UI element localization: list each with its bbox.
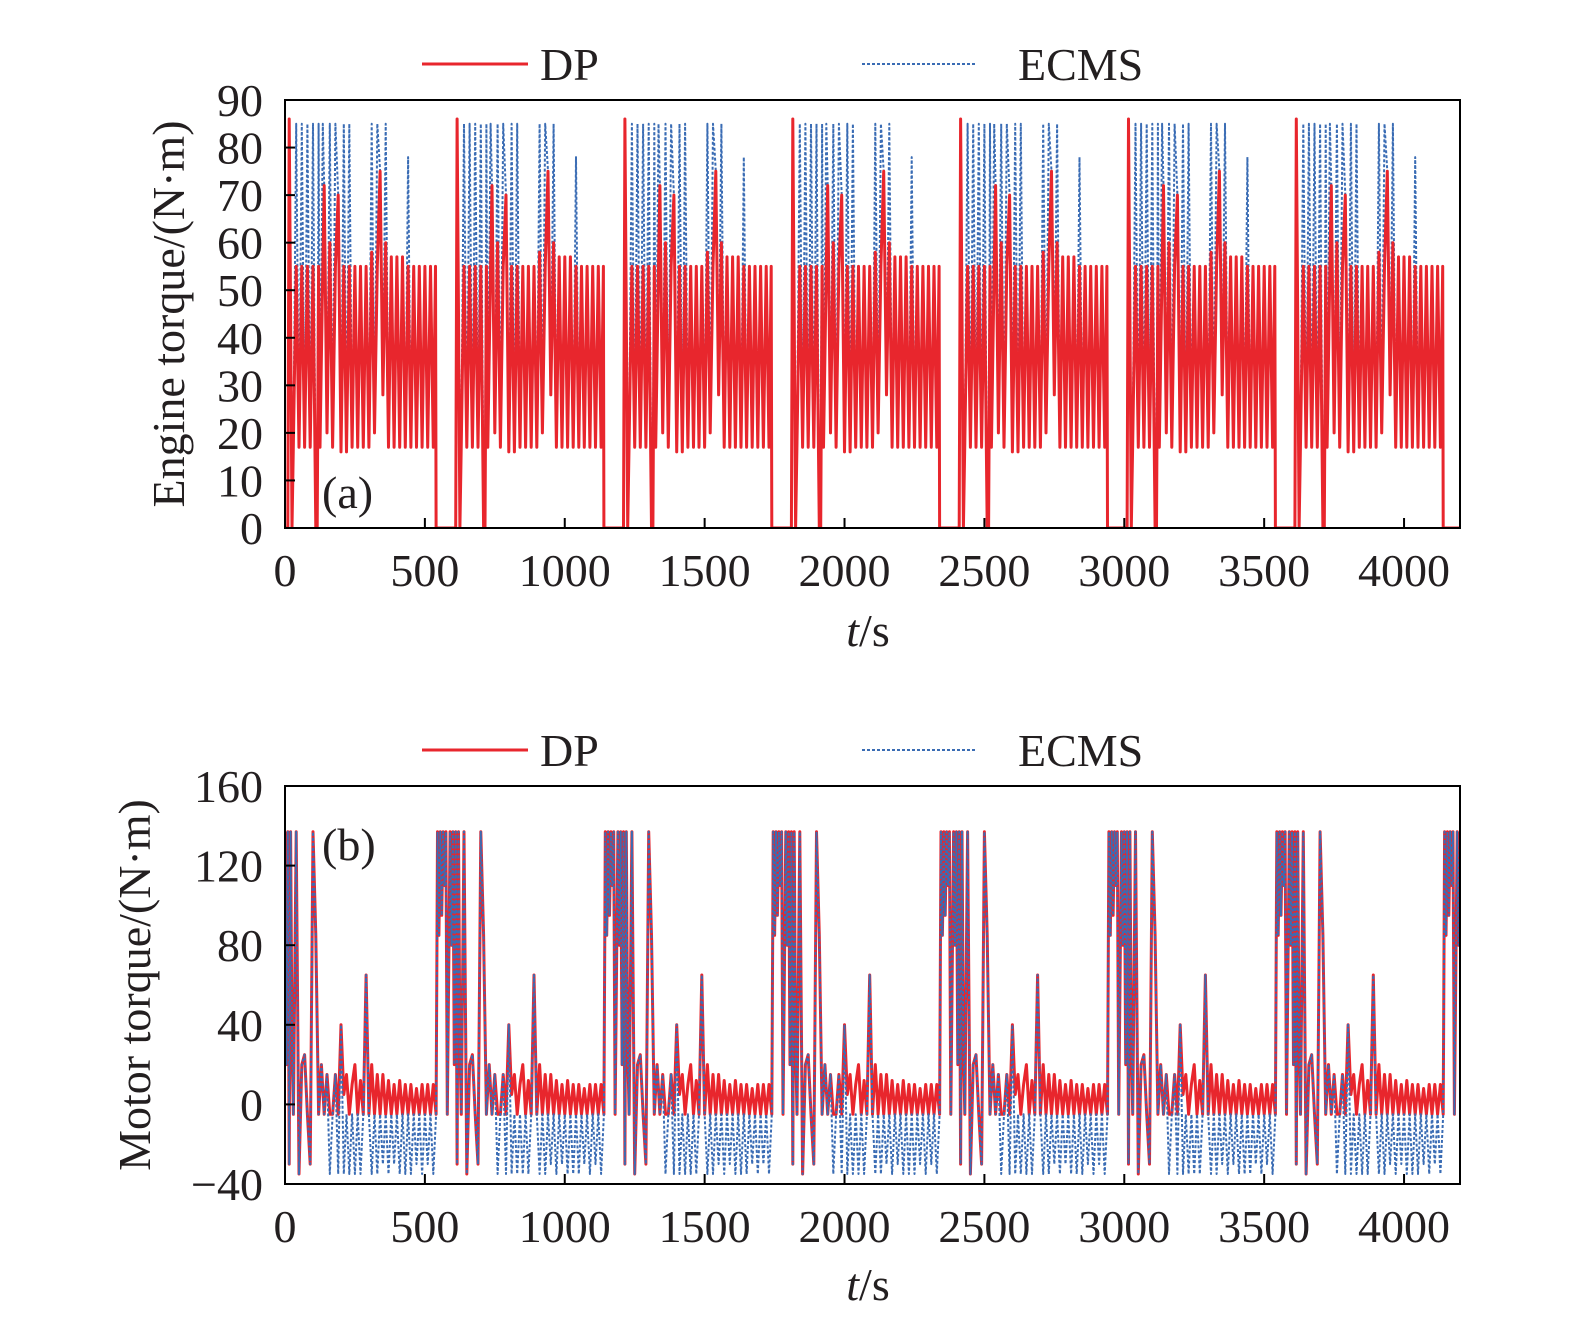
x-tick-label: 500 (390, 1201, 459, 1252)
chart-b-panel-label: (b) (322, 819, 376, 870)
x-tick-label: 3000 (1078, 545, 1170, 596)
series-line-dp (285, 117, 1460, 528)
chart-a-x-axis-title: t/s (846, 605, 889, 656)
y-tick-label: 30 (217, 360, 263, 411)
x-tick-label: 2000 (799, 545, 891, 596)
chart-b-series (285, 830, 1460, 1176)
engine-torque-chart: DP ECMS 0 500 1000 1500 2000 2500 3000 3500 40000… (143, 39, 1461, 656)
x-tick-label: 500 (390, 545, 459, 596)
y-tick-label: 10 (217, 455, 263, 506)
x-tick-label: 1500 (659, 1201, 751, 1252)
y-tick-label: 20 (217, 408, 263, 459)
y-tick-label: 40 (217, 313, 263, 364)
legend-label-ecms: ECMS (1018, 39, 1143, 90)
motor-torque-chart: DP ECMS 0 500 1000 1500 2000 2500 3000 3500 4000 −… (109, 725, 1461, 1310)
x-tick-label: 3500 (1218, 1201, 1310, 1252)
x-tick-label: 3500 (1218, 545, 1310, 596)
chart-a-plot-frame (284, 99, 1461, 529)
x-tick-label: 2000 (799, 1201, 891, 1252)
x-tick-label: 1000 (519, 1201, 611, 1252)
y-tick-label: 120 (194, 841, 263, 892)
y-tick-label: 90 (217, 75, 263, 126)
x-tick-label: 0 (274, 1201, 297, 1252)
x-tick-label: 1500 (659, 545, 751, 596)
y-tick-label: 160 (194, 761, 263, 812)
x-tick-label: 2500 (938, 1201, 1030, 1252)
chart-b-legend: DP ECMS (422, 725, 1143, 776)
legend-label-dp: DP (540, 725, 599, 776)
y-tick-label: 80 (217, 920, 263, 971)
x-tick-label: 3000 (1078, 1201, 1170, 1252)
legend-label-dp: DP (540, 39, 599, 90)
chart-a-panel-label: (a) (322, 467, 373, 518)
chart-a-y-axis-title: Engine torque/(N·m) (143, 120, 194, 507)
y-tick-label: 40 (217, 1000, 263, 1051)
chart-a-legend: DP ECMS (422, 39, 1143, 90)
legend-label-ecms: ECMS (1018, 725, 1143, 776)
x-tick-label: 4000 (1358, 545, 1450, 596)
chart-b-plot-frame (284, 785, 1461, 1185)
y-tick-label: 0 (240, 503, 263, 554)
series-line-ecms (285, 830, 1460, 1175)
x-tick-label: 2500 (938, 545, 1030, 596)
chart-b-x-axis-title: t/s (846, 1259, 889, 1310)
y-tick-label: 70 (217, 170, 263, 221)
chart-b-axes: 0 500 1000 1500 2000 2500 3000 3500 4000−4004080… (191, 761, 1450, 1252)
y-tick-label: 0 (240, 1079, 263, 1130)
chart-a-axes: 0 500 1000 1500 2000 2500 3000 3500 4000 01020304… (217, 75, 1450, 596)
y-tick-label: 80 (217, 123, 263, 174)
y-tick-label: −40 (191, 1159, 263, 1210)
chart-b-y-axis-title: Motor torque/(N·m) (109, 799, 160, 1171)
x-tick-label: 1000 (519, 545, 611, 596)
y-tick-label: 50 (217, 265, 263, 316)
x-tick-label: 4000 (1358, 1201, 1450, 1252)
chart-a-series (285, 117, 1460, 528)
series-line-ecms (285, 118, 1460, 528)
x-tick-label: 0 (274, 545, 297, 596)
y-tick-label: 60 (217, 218, 263, 269)
